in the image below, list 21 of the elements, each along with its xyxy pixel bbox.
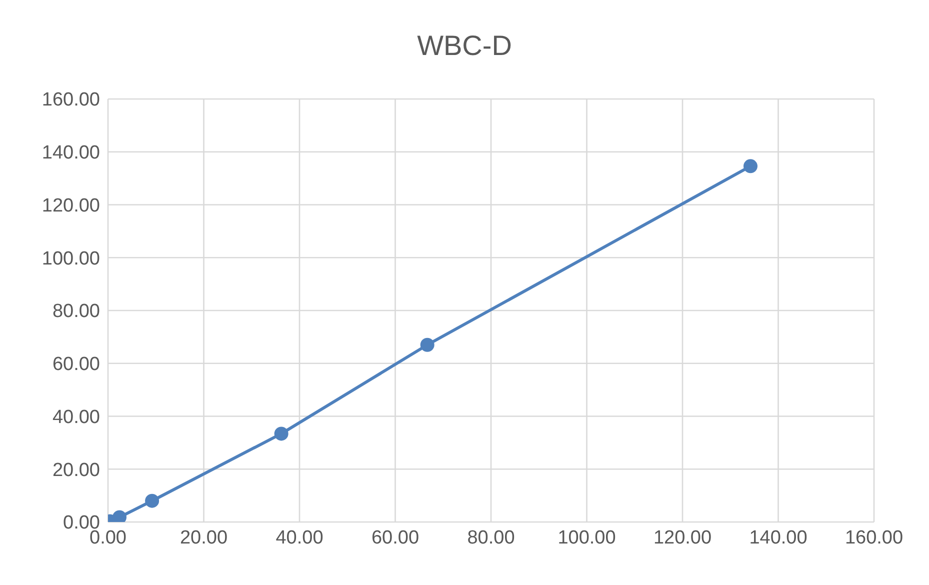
- y-tick-label: 120.00: [42, 195, 100, 216]
- x-tick-label: 40.00: [276, 527, 324, 548]
- y-tick-label: 160.00: [42, 90, 100, 111]
- y-tick-label: 100.00: [42, 248, 100, 270]
- x-tick-label: 100.00: [558, 527, 616, 548]
- point: [420, 338, 434, 352]
- x-tick-label: 60.00: [371, 527, 420, 548]
- x-tick-label: 80.00: [467, 527, 515, 548]
- y-tick-label: 40.00: [52, 406, 100, 428]
- x-tick-label: 160.00: [844, 527, 904, 548]
- y-tick-label: 60.00: [52, 354, 100, 376]
- point: [145, 494, 160, 508]
- point: [743, 159, 758, 174]
- x-tick-label: 140.00: [749, 527, 808, 548]
- x-tick-label: 20.00: [180, 527, 228, 548]
- y-tick-label: 80.00: [52, 301, 100, 322]
- y-tick-label: 140.00: [42, 142, 100, 164]
- x-tick-label: 120.00: [653, 527, 712, 548]
- y-tick-label: 20.00: [52, 460, 100, 481]
- point: [274, 426, 288, 441]
- chart-title: WBC-D: [416, 30, 513, 62]
